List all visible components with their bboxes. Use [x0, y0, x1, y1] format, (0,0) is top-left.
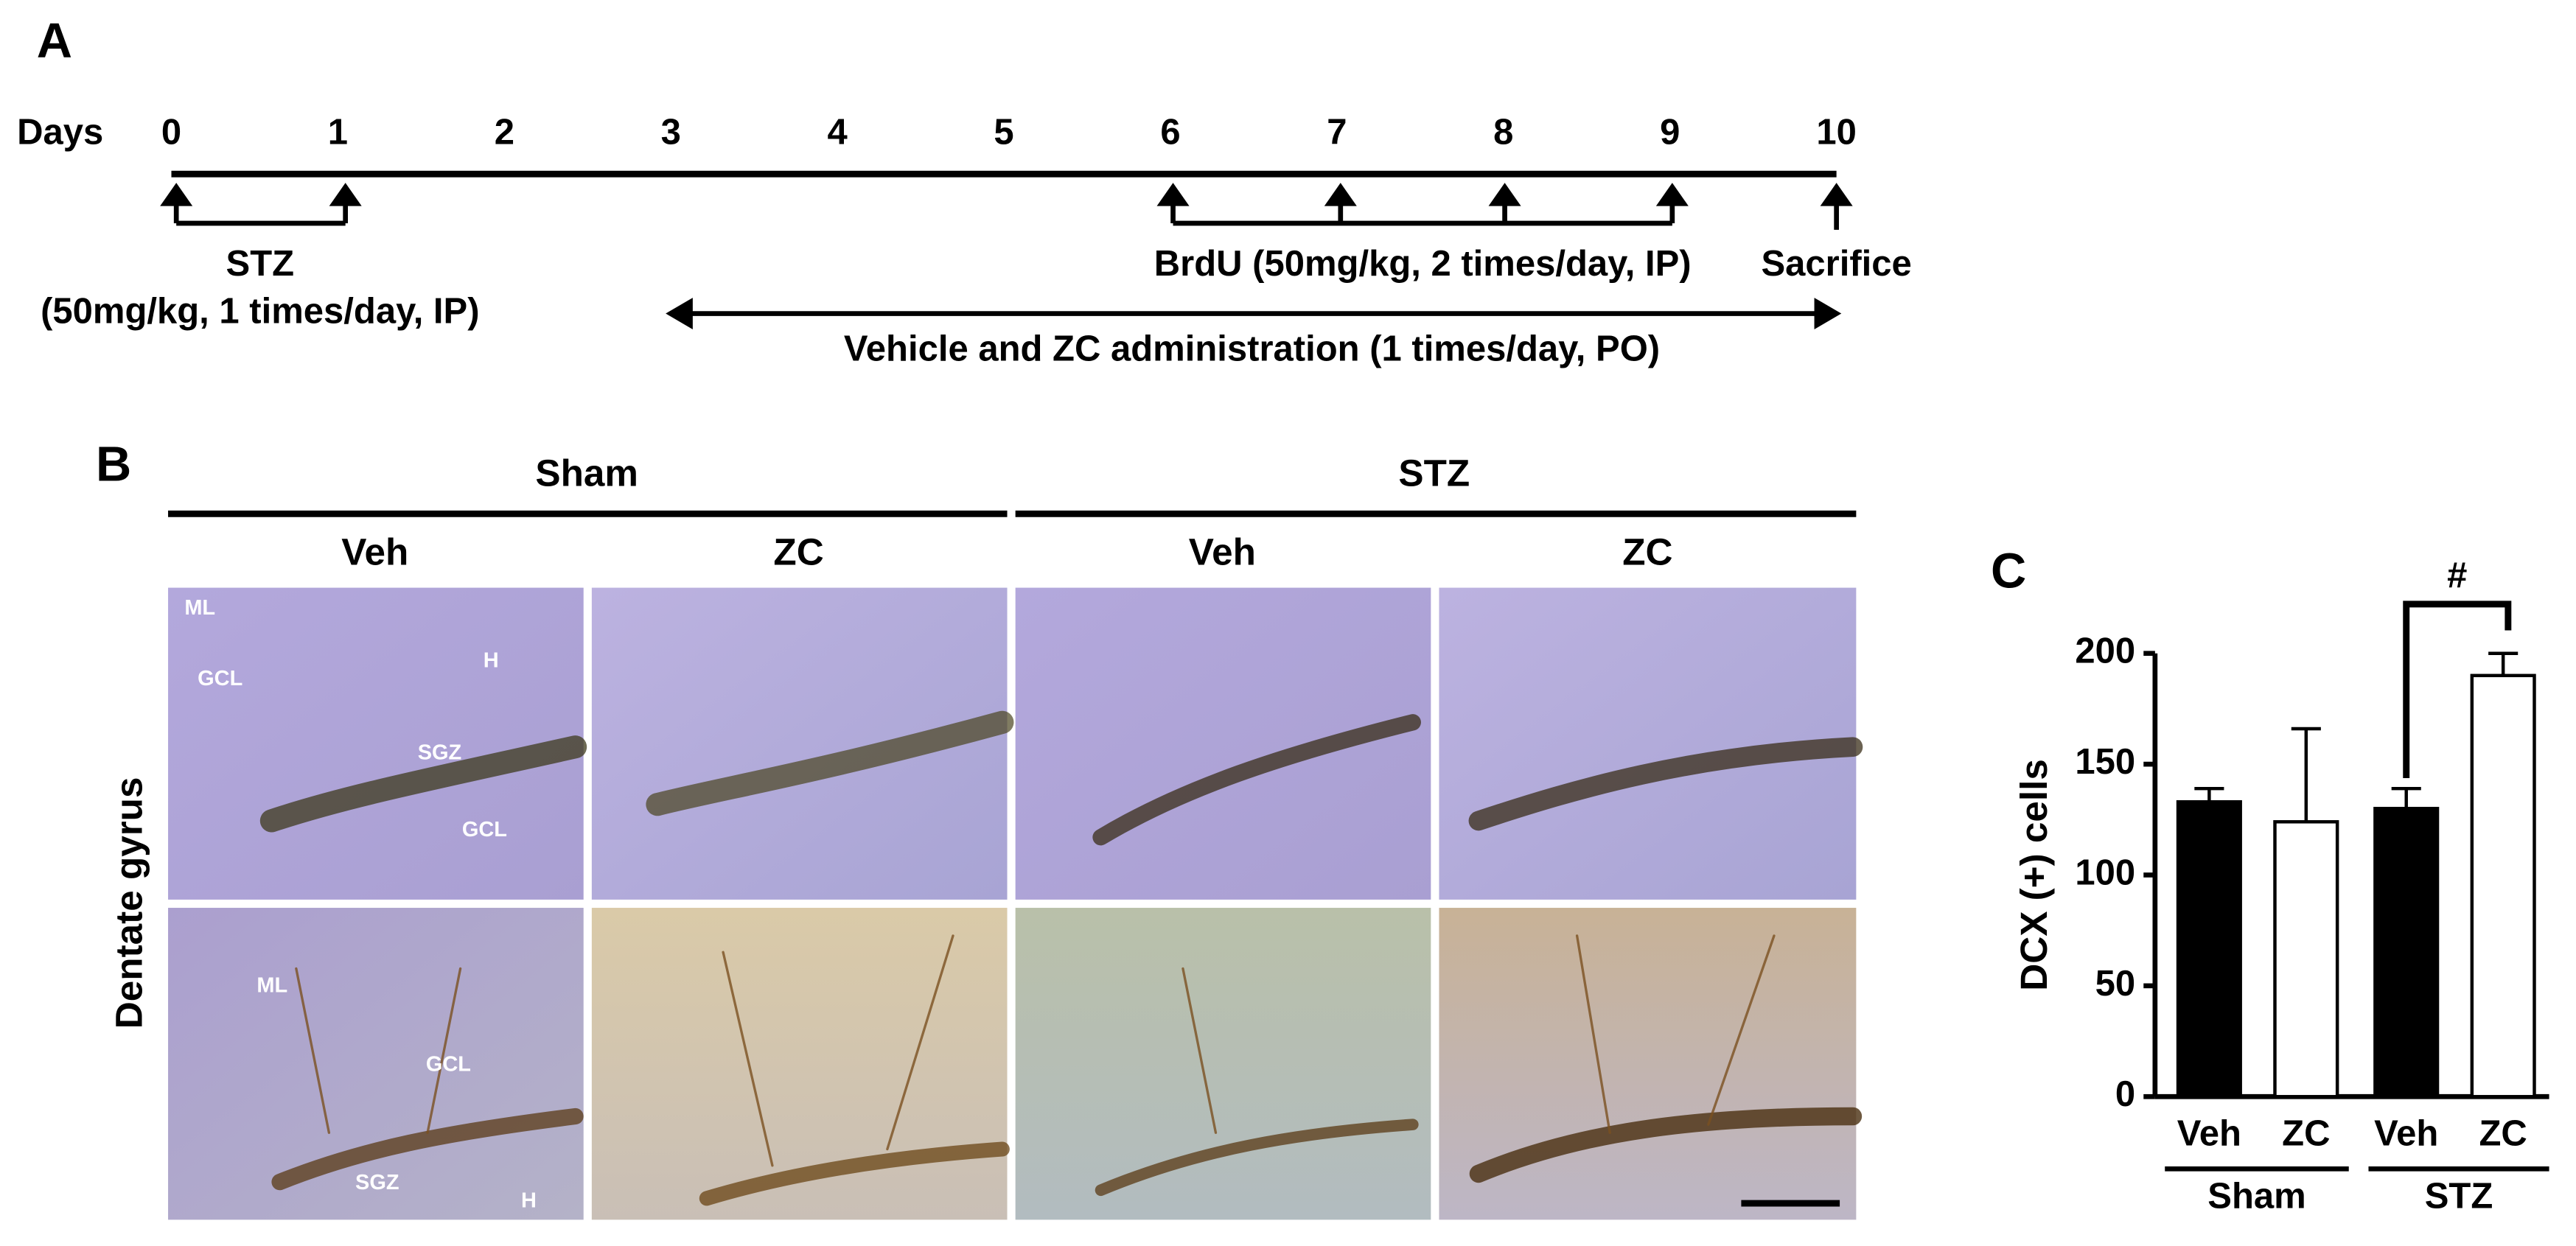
micrograph	[168, 587, 584, 900]
y-axis-label: DCX (+) cells	[2013, 759, 2055, 991]
group-label: Sham	[2207, 1176, 2306, 1216]
panel-label: B	[96, 438, 131, 492]
x-tick-label: ZC	[2282, 1114, 2330, 1154]
bar	[2373, 807, 2440, 1099]
row-label: Dentate gyrus	[108, 777, 150, 1029]
group-label: Sham	[535, 452, 638, 494]
day-label: 9	[1660, 113, 1680, 153]
region-label: GCL	[426, 1053, 471, 1077]
column-label: ZC	[1622, 531, 1672, 573]
region-label: GCL	[198, 667, 242, 690]
day-label: 5	[994, 113, 1013, 153]
micrograph	[1015, 587, 1431, 900]
day-label: 2	[495, 113, 514, 153]
bar	[2176, 800, 2242, 1099]
region-label: GCL	[462, 818, 507, 841]
x-tick-label: Veh	[2374, 1114, 2438, 1154]
group-label: STZ	[2425, 1176, 2493, 1216]
bar	[2273, 820, 2339, 1099]
bar	[2470, 673, 2536, 1099]
region-label: H	[484, 649, 499, 673]
stz-label: STZ	[226, 244, 295, 284]
sacrifice-label: Sacrifice	[1761, 244, 1911, 284]
y-tick-label: 50	[2095, 964, 2136, 1004]
column-label: Veh	[341, 531, 408, 573]
day-label: 4	[828, 113, 848, 153]
day-label: 10	[1816, 113, 1857, 153]
y-tick-label: 150	[2075, 742, 2135, 782]
panel-label: C	[1991, 544, 2026, 598]
timeline-arrows	[160, 183, 1853, 329]
micrographs	[168, 587, 1863, 1220]
region-label: ML	[184, 596, 215, 620]
significance-bracket	[2403, 601, 2512, 779]
column-label: ZC	[773, 531, 823, 573]
day-label: 3	[661, 113, 681, 153]
region-label: ML	[256, 974, 287, 998]
y-tick-label: 200	[2075, 631, 2135, 671]
micrograph	[168, 908, 584, 1220]
y-tick-label: 0	[2115, 1074, 2135, 1114]
y-tick-label: 100	[2075, 853, 2135, 892]
day-label: 1	[328, 113, 348, 153]
x-tick-label: Veh	[2177, 1114, 2241, 1154]
region-label: H	[521, 1189, 537, 1213]
day-label: 8	[1493, 113, 1513, 153]
column-label: Veh	[1189, 531, 1256, 573]
region-label: SGZ	[418, 741, 462, 764]
brdu-label: BrdU (50mg/kg, 2 times/day, IP)	[1154, 244, 1692, 284]
region-label: SGZ	[355, 1171, 399, 1194]
bar-chart: 0 50 100 150 200 Veh ZC Veh ZC Sham STZ #	[2075, 556, 2549, 1216]
day-label: 7	[1327, 113, 1347, 153]
stz-dose: (50mg/kg, 1 times/day, IP)	[41, 291, 479, 331]
days-label: Days	[17, 113, 103, 153]
annotation: #	[2447, 556, 2467, 595]
day-label: 0	[161, 113, 181, 153]
cell-band	[259, 710, 1863, 1206]
day-label: 6	[1160, 113, 1180, 153]
micrograph	[1015, 908, 1431, 1220]
day-labels: 0 1 2 3 4 5 6 7 8 9 10	[161, 113, 1857, 153]
x-tick-label: ZC	[2479, 1114, 2527, 1154]
micrograph	[591, 908, 1008, 1220]
panel-label: A	[37, 14, 72, 69]
group-label: STZ	[1398, 452, 1470, 494]
treatment-label: Vehicle and ZC administration (1 times/d…	[844, 329, 1660, 369]
